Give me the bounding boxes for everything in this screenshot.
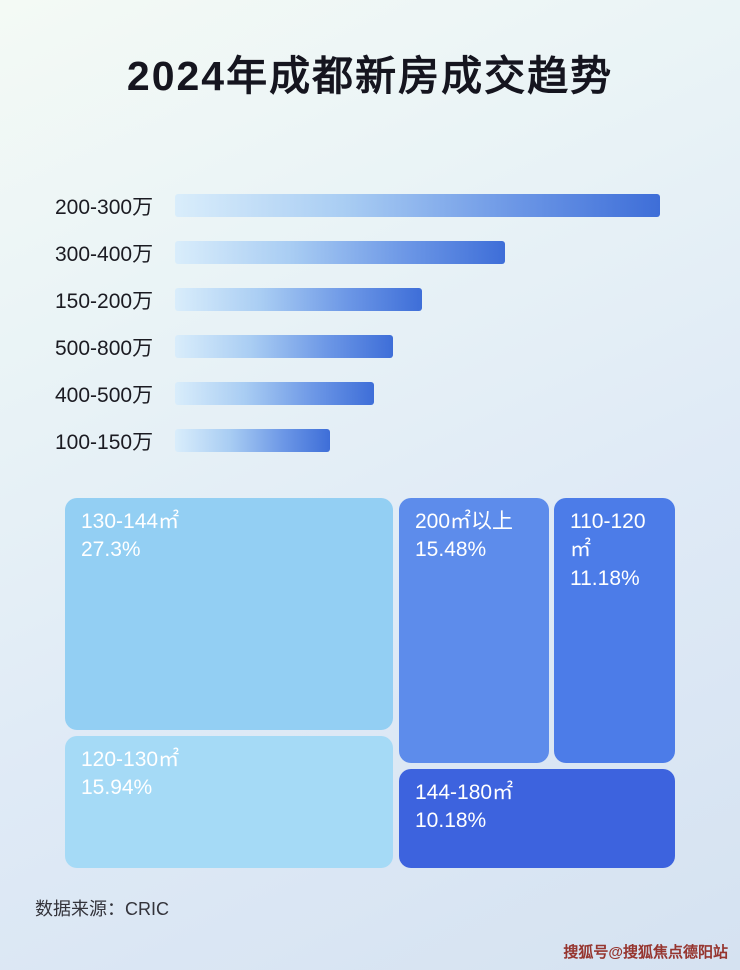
treemap-label: 120-130㎡ — [81, 748, 180, 771]
data-source-label: 数据来源：CRIC — [35, 899, 169, 919]
treemap-value: 10.18% — [415, 809, 487, 833]
bar-category-label: 400-500万 — [55, 383, 154, 407]
treemap-block-120-130: 120-130㎡ 15.94% — [65, 736, 393, 868]
treemap-label: 144-180㎡ — [415, 781, 514, 804]
treemap-block-144-180: 144-180㎡ 10.18% — [399, 769, 675, 868]
bar — [175, 382, 374, 405]
bar-row: 200-300万 — [55, 182, 685, 229]
page-title: 2024年成都新房成交趋势 — [126, 53, 614, 99]
bar-category-label: 500-800万 — [55, 336, 154, 360]
watermark: 搜狐号@搜狐焦点德阳站 — [563, 944, 728, 961]
treemap-label: 200㎡以上 — [415, 510, 514, 533]
bar-row: 400-500万 — [55, 370, 685, 417]
bar-chart: 200-300万 300-400万 150-200万 500-800万 400- — [55, 182, 685, 464]
bar — [175, 335, 394, 358]
treemap-chart: 130-144㎡ 27.3% 120-130㎡ 15.94% 200㎡以上 15… — [65, 498, 675, 868]
treemap-block-110-120: 110-120㎡ 11.18% — [554, 498, 675, 763]
bar-category-label: 200-300万 — [55, 195, 154, 219]
bar-category-label: 100-150万 — [55, 430, 154, 454]
bar-row: 100-150万 — [55, 417, 685, 464]
treemap-block-130-144: 130-144㎡ 27.3% — [65, 498, 393, 730]
treemap-value: 15.48% — [415, 538, 487, 562]
treemap-value: 27.3% — [81, 538, 141, 562]
bar-row: 150-200万 — [55, 276, 685, 323]
bar — [175, 194, 660, 217]
treemap-label: 130-144㎡ — [81, 510, 180, 533]
treemap-block-200-plus: 200㎡以上 15.48% — [399, 498, 549, 763]
bar-category-label: 300-400万 — [55, 242, 154, 266]
treemap-value: 11.18% — [570, 566, 640, 590]
bar-track — [175, 194, 660, 217]
bar-track — [175, 382, 660, 405]
treemap-label: 110-120㎡ — [570, 510, 646, 562]
bar-category-label: 150-200万 — [55, 289, 154, 313]
bar-track — [175, 335, 660, 358]
bar-row: 300-400万 — [55, 229, 685, 276]
bar-row: 500-800万 — [55, 323, 685, 370]
bar-track — [175, 288, 660, 311]
bar — [175, 288, 423, 311]
bar — [175, 241, 505, 264]
bar-track — [175, 241, 660, 264]
treemap-value: 15.94% — [81, 776, 153, 800]
bar — [175, 429, 331, 452]
bar-track — [175, 429, 660, 452]
